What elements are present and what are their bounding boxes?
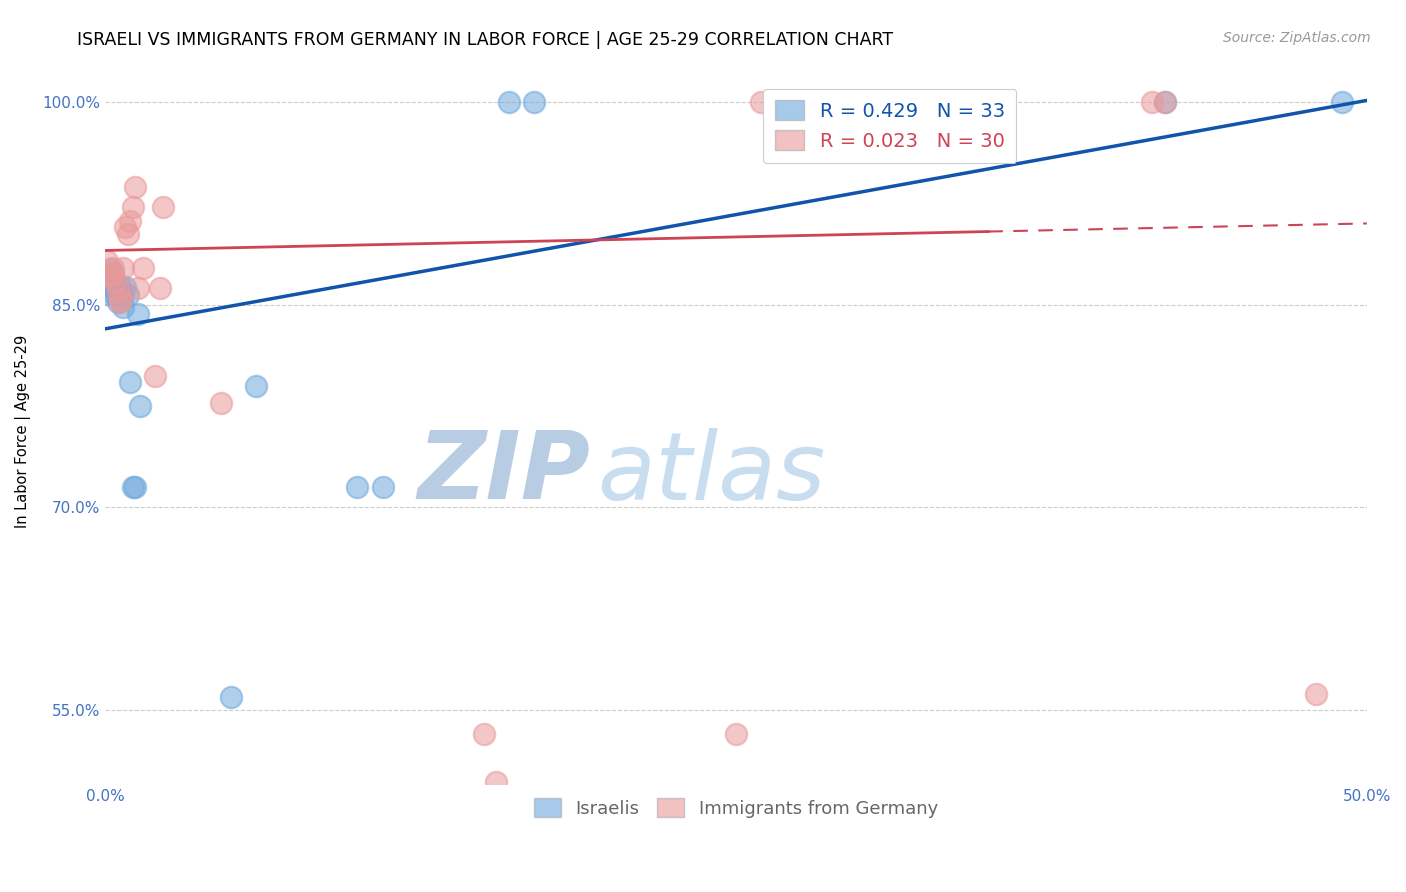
- Point: [346, 480, 368, 494]
- Point: [1330, 95, 1353, 109]
- Point: [121, 200, 143, 214]
- Point: [117, 288, 139, 302]
- Point: [114, 220, 136, 235]
- Point: [98, 268, 121, 282]
- Point: [129, 399, 152, 413]
- Point: [101, 267, 124, 281]
- Text: atlas: atlas: [598, 428, 825, 519]
- Point: [145, 369, 167, 384]
- Point: [485, 774, 508, 789]
- Point: [1142, 95, 1164, 109]
- Point: [124, 480, 146, 494]
- Point: [98, 278, 121, 293]
- Point: [762, 95, 785, 109]
- Point: [1154, 95, 1177, 109]
- Point: [96, 254, 118, 268]
- Point: [101, 268, 124, 282]
- Point: [108, 294, 131, 309]
- Point: [127, 281, 149, 295]
- Point: [120, 213, 142, 227]
- Legend: Israelis, Immigrants from Germany: Israelis, Immigrants from Germany: [526, 791, 945, 825]
- Point: [104, 288, 127, 302]
- Point: [107, 294, 129, 309]
- Point: [104, 275, 127, 289]
- Text: Source: ZipAtlas.com: Source: ZipAtlas.com: [1223, 31, 1371, 45]
- Point: [107, 284, 129, 298]
- Point: [498, 95, 520, 109]
- Point: [952, 95, 974, 109]
- Y-axis label: In Labor Force | Age 25-29: In Labor Force | Age 25-29: [15, 334, 31, 527]
- Point: [749, 95, 772, 109]
- Point: [108, 278, 131, 293]
- Point: [107, 284, 129, 298]
- Point: [1305, 687, 1327, 701]
- Point: [132, 260, 155, 275]
- Point: [121, 480, 143, 494]
- Point: [371, 480, 394, 494]
- Point: [111, 300, 134, 314]
- Point: [523, 95, 546, 109]
- Text: ZIP: ZIP: [418, 427, 591, 519]
- Point: [120, 375, 142, 389]
- Point: [108, 288, 131, 302]
- Point: [96, 286, 118, 301]
- Point: [101, 260, 124, 275]
- Point: [111, 260, 134, 275]
- Point: [124, 180, 146, 194]
- Point: [219, 690, 242, 704]
- Point: [245, 378, 267, 392]
- Point: [472, 727, 495, 741]
- Point: [117, 227, 139, 242]
- Point: [724, 727, 747, 741]
- Point: [114, 280, 136, 294]
- Point: [104, 281, 127, 295]
- Point: [111, 288, 134, 302]
- Point: [96, 268, 118, 282]
- Text: ISRAELI VS IMMIGRANTS FROM GERMANY IN LABOR FORCE | AGE 25-29 CORRELATION CHART: ISRAELI VS IMMIGRANTS FROM GERMANY IN LA…: [77, 31, 893, 49]
- Point: [209, 396, 232, 410]
- Point: [1154, 95, 1177, 109]
- Point: [127, 307, 149, 321]
- Point: [108, 292, 131, 306]
- Point: [152, 200, 174, 214]
- Point: [101, 273, 124, 287]
- Point: [98, 262, 121, 277]
- Point: [977, 95, 1000, 109]
- Point: [149, 281, 172, 295]
